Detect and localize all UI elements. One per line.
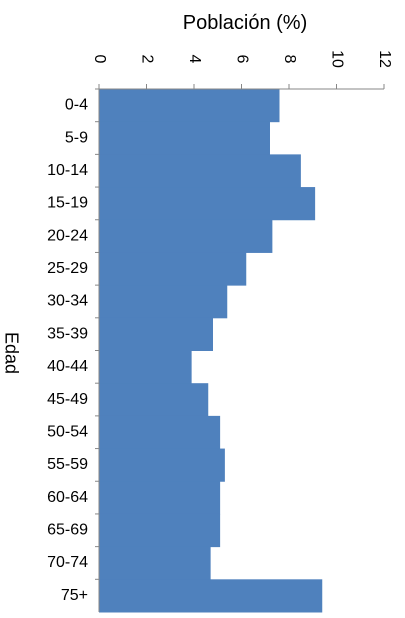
bar — [99, 317, 213, 351]
category-label: 75+ — [61, 587, 88, 604]
category-label: 40-44 — [47, 358, 88, 375]
category-label: 5-9 — [65, 129, 88, 146]
bar — [99, 285, 228, 319]
x-axis-ticks: 0 2 4 6 8 10 12 — [91, 50, 393, 89]
x-tick-label: 10 — [328, 50, 345, 68]
category-label: 50-54 — [47, 423, 88, 440]
category-label: 60-64 — [47, 489, 88, 506]
bar — [99, 448, 225, 482]
bar — [99, 383, 209, 417]
category-label: 20-24 — [47, 227, 88, 244]
bar — [99, 89, 280, 123]
bar — [99, 415, 221, 450]
chart-title: Población (%) — [183, 12, 308, 34]
x-tick-label: 0 — [91, 55, 108, 64]
category-label: 65-69 — [47, 522, 88, 539]
category-label: 45-49 — [47, 391, 88, 408]
category-label: 25-29 — [47, 260, 88, 277]
x-tick-label: 4 — [186, 55, 203, 64]
bar — [99, 579, 323, 613]
bars — [99, 89, 323, 613]
x-tick-label: 2 — [138, 55, 155, 64]
category-label: 55-59 — [47, 456, 88, 473]
category-label: 35-39 — [47, 325, 88, 342]
bar — [99, 546, 211, 580]
bar — [99, 481, 221, 515]
bar — [99, 154, 301, 188]
bar — [99, 350, 192, 384]
bar — [99, 513, 221, 548]
category-labels: 0-4 5-9 10-14 15-19 20-24 25-29 30-34 35-39 40-4… — [47, 88, 99, 604]
y-axis-label: Edad — [1, 332, 21, 374]
bar — [99, 219, 273, 253]
bar — [99, 187, 316, 221]
category-label: 10-14 — [47, 162, 88, 179]
category-label: 30-34 — [47, 293, 88, 310]
category-label: 0-4 — [65, 97, 88, 114]
x-tick-label: 6 — [233, 55, 250, 64]
x-tick-label: 12 — [376, 50, 393, 68]
category-label: 70-74 — [47, 554, 88, 571]
bar — [99, 252, 247, 286]
category-label: 15-19 — [47, 195, 88, 212]
x-tick-label: 8 — [281, 55, 298, 64]
bar — [99, 121, 270, 155]
